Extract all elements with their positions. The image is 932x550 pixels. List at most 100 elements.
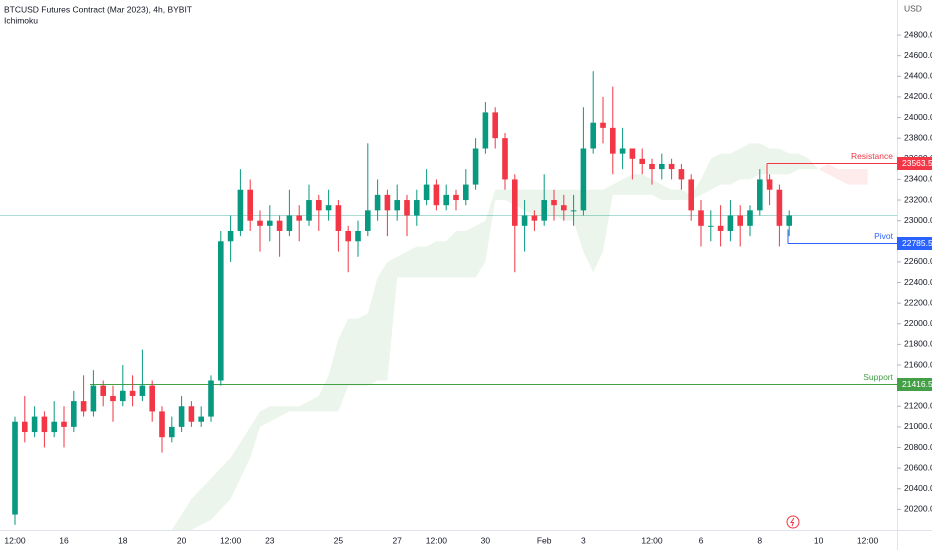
candle-body — [766, 179, 773, 190]
x-tick-label: 25 — [334, 535, 344, 545]
y-tick-label: 20400.0 — [904, 483, 932, 493]
cloud-segment — [642, 174, 652, 195]
cloud-segment — [260, 406, 270, 427]
candle-body — [227, 230, 234, 242]
candle-body — [443, 194, 449, 206]
cloud-segment — [759, 143, 770, 175]
cloud-segment — [309, 395, 319, 412]
cloud-segment — [201, 478, 211, 525]
cloud-segment — [211, 468, 221, 520]
cloud-segment — [563, 189, 574, 221]
cloud-segment — [426, 241, 437, 278]
level-price-tag — [897, 378, 932, 391]
candle-body — [247, 189, 253, 221]
candle-body — [129, 390, 136, 396]
candle-body — [698, 210, 704, 226]
cloud-segment — [377, 261, 388, 381]
x-tick-label: 20 — [177, 535, 187, 545]
candle-body — [551, 200, 557, 206]
candle-body — [561, 205, 567, 211]
candle-body — [198, 416, 204, 422]
candle-body — [404, 200, 410, 216]
candle-body — [717, 225, 724, 231]
level-price-label: 23563.5 — [902, 158, 932, 168]
candle-body — [218, 241, 224, 381]
candle-body — [139, 385, 146, 396]
level-label: Pivot — [874, 231, 894, 241]
level-label: Support — [863, 372, 893, 382]
candle-body — [570, 210, 577, 212]
cloud-segment — [358, 313, 368, 386]
candle-body — [433, 184, 440, 206]
candle-body — [668, 163, 675, 170]
candle-body — [786, 215, 792, 226]
candle-body — [71, 401, 77, 427]
cloud-segment — [750, 143, 760, 180]
cloud-segment — [181, 499, 192, 530]
candle-body — [286, 215, 293, 231]
cloud-segment — [828, 163, 839, 180]
cloud-segment — [269, 406, 280, 422]
cloud-segment — [769, 148, 780, 175]
y-tick-label: 22200.0 — [904, 297, 932, 307]
cloud-segment — [250, 411, 260, 458]
candles — [12, 71, 792, 525]
cloud-segment — [799, 153, 809, 170]
candle-body — [276, 220, 283, 231]
level-price-tag — [897, 237, 932, 250]
lightning-icon[interactable] — [786, 515, 800, 529]
candle-body — [414, 200, 420, 216]
cloud-segment — [671, 189, 682, 201]
candle-body — [325, 205, 332, 211]
candle-body — [100, 385, 106, 396]
candle-body — [482, 112, 489, 149]
cloud-segment — [720, 153, 731, 185]
cloud-segment — [632, 174, 643, 195]
cloud-segment — [475, 220, 486, 278]
candle-body — [120, 390, 126, 402]
icon-circle — [786, 515, 800, 529]
candle-body — [708, 225, 714, 227]
currency-label: USD — [904, 3, 922, 13]
y-tick-label: 23200.0 — [904, 194, 932, 204]
cloud-segment — [407, 246, 417, 278]
y-tick-label: 21000.0 — [904, 421, 932, 431]
candle-body — [61, 421, 67, 427]
candle-body — [355, 230, 361, 242]
cloud-segment — [779, 148, 790, 175]
candle-body — [747, 210, 753, 226]
x-tick-label: 12:00 — [4, 535, 26, 545]
x-tick-label: 16 — [59, 535, 69, 545]
candle-body — [639, 158, 645, 164]
y-tick-label: 21600.0 — [904, 359, 932, 369]
cloud-segment — [485, 189, 496, 262]
cloud-segment — [387, 256, 398, 381]
x-tick-label: 3 — [581, 535, 586, 545]
y-tick-label: 24200.0 — [904, 91, 932, 101]
cloud-segment — [661, 184, 672, 201]
candle-body — [110, 395, 116, 402]
x-tick-label: 12:00 — [426, 535, 448, 545]
x-tick-label: 6 — [699, 535, 704, 545]
cloud-segment — [857, 169, 868, 185]
candle-body — [365, 210, 371, 231]
cloud-segment — [465, 225, 476, 278]
x-tick-label: 23 — [265, 535, 275, 545]
candle-body — [678, 169, 685, 180]
y-tick-label: 24600.0 — [904, 50, 932, 60]
y-tick-label: 21200.0 — [904, 401, 932, 411]
cloud-segment — [603, 184, 613, 252]
candle-body — [159, 411, 165, 438]
cloud-segment — [171, 514, 182, 530]
axes: 20200.0 20400.0 20600.0 20800.0 21000.0 21200… — [4, 29, 932, 545]
candle-body — [237, 189, 244, 231]
y-tick-label: 22600.0 — [904, 256, 932, 266]
candle-body — [472, 148, 479, 185]
candle-body — [306, 200, 312, 221]
cloud-segment — [622, 174, 633, 195]
candle-body — [453, 194, 459, 201]
candle-body — [531, 215, 538, 221]
cloud-segment — [524, 189, 535, 216]
x-tick-label: 12:00 — [220, 535, 242, 545]
